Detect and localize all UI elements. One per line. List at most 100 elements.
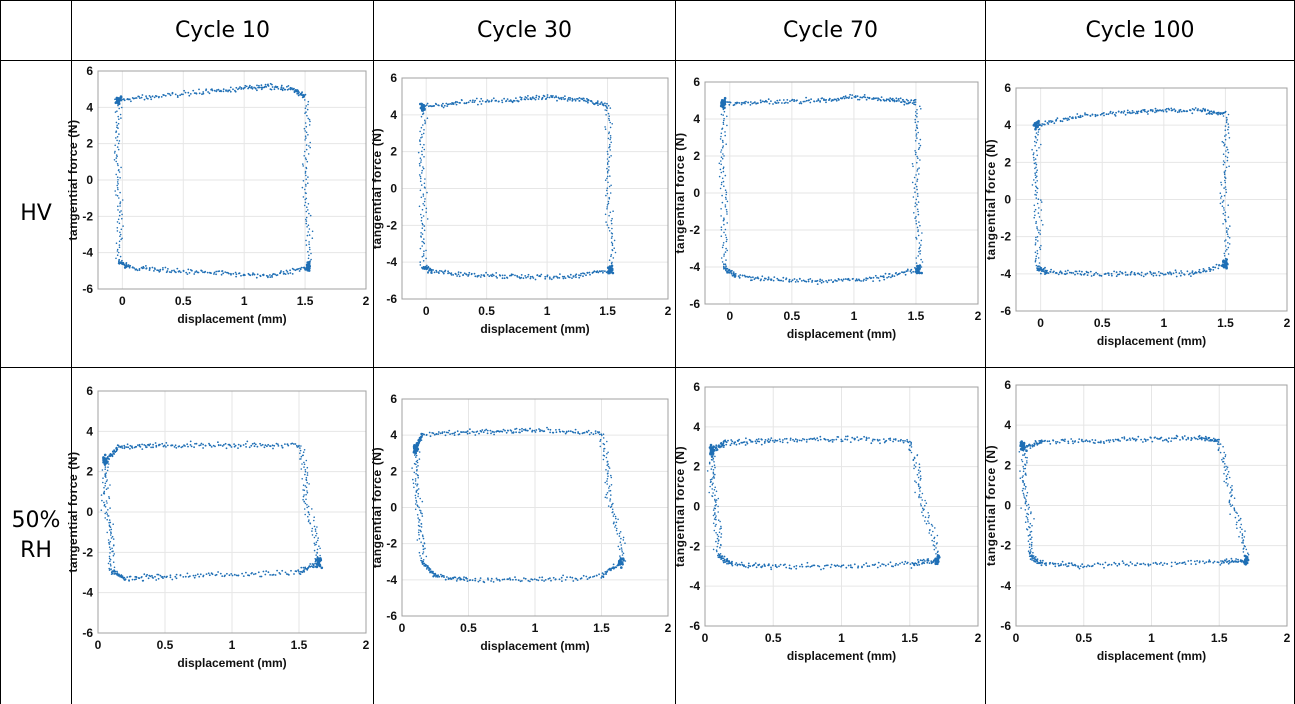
y-tick-label: -6 (689, 297, 700, 311)
data-point (895, 562, 897, 565)
data-point (1226, 248, 1228, 251)
data-point (775, 102, 778, 104)
data-point (1114, 562, 1117, 565)
data-point (1087, 564, 1089, 567)
data-point (558, 578, 561, 581)
data-point (1081, 270, 1083, 273)
data-point (1183, 273, 1186, 276)
data-point (1043, 123, 1046, 126)
data-point (115, 257, 117, 260)
data-point (113, 159, 116, 161)
data-point (297, 445, 300, 448)
data-point (304, 198, 306, 201)
data-point (119, 205, 121, 207)
data-point (598, 433, 601, 436)
data-point (885, 439, 888, 442)
data-point (564, 98, 567, 100)
data-point (121, 217, 123, 220)
data-point (144, 444, 147, 447)
data-point (717, 554, 719, 557)
data-point (610, 264, 614, 268)
data-point (918, 247, 920, 250)
data-point (121, 445, 123, 448)
data-point (604, 104, 607, 107)
data-point (760, 443, 763, 446)
data-point (1163, 273, 1165, 276)
data-point (711, 495, 713, 497)
data-point (914, 191, 916, 193)
data-point (1193, 108, 1195, 111)
data-point (473, 101, 476, 103)
data-point (838, 565, 840, 567)
data-point (1030, 551, 1032, 553)
data-point (779, 279, 781, 282)
data-point (415, 456, 417, 458)
data-point (578, 100, 581, 102)
data-point (308, 246, 311, 249)
data-point (1225, 258, 1228, 261)
data-point (723, 231, 725, 234)
data-point (432, 269, 434, 271)
data-point (422, 166, 424, 168)
data-point (749, 565, 752, 568)
data-point (716, 545, 719, 548)
data-point (1168, 437, 1170, 440)
data-point (606, 478, 609, 480)
data-point (1062, 564, 1065, 566)
data-point (463, 272, 466, 275)
data-point (722, 180, 725, 183)
data-point (110, 453, 112, 456)
data-point (553, 96, 556, 99)
data-point (604, 481, 606, 484)
data-point (110, 565, 112, 567)
data-point (720, 527, 722, 529)
data-point (882, 563, 885, 566)
data-point (119, 113, 122, 116)
data-point (141, 443, 143, 446)
data-point (719, 187, 722, 190)
data-point (795, 565, 798, 567)
data-point (419, 529, 422, 532)
data-point (1224, 155, 1227, 158)
data-point (1094, 439, 1097, 442)
data-point (114, 144, 116, 147)
data-point (606, 102, 608, 105)
data-point (1048, 121, 1050, 123)
table-rule (71, 0, 72, 704)
data-point (770, 100, 772, 102)
data-point (480, 430, 483, 433)
data-point (413, 486, 415, 489)
x-tick-label: 0 (702, 631, 709, 645)
data-point (105, 500, 108, 502)
data-point (897, 440, 900, 442)
data-point (185, 271, 188, 274)
data-point (712, 445, 715, 448)
data-point (606, 162, 609, 164)
data-point (761, 438, 763, 441)
data-point (889, 561, 892, 564)
data-point (866, 277, 869, 280)
data-point (872, 276, 875, 279)
data-point (722, 141, 724, 143)
data-point (305, 459, 308, 462)
data-point (1034, 214, 1036, 217)
data-point (435, 433, 438, 435)
data-point (1193, 560, 1196, 563)
data-point (305, 486, 308, 489)
data-point (1235, 523, 1238, 526)
data-point (187, 91, 190, 94)
y-tick-label: 6 (693, 75, 700, 89)
data-point (1087, 271, 1090, 274)
data-point (928, 562, 931, 564)
data-point (302, 180, 305, 182)
data-point (1122, 562, 1125, 564)
data-point (849, 564, 852, 566)
data-point (1224, 135, 1226, 137)
data-point (108, 541, 110, 544)
data-point (228, 574, 231, 577)
data-point (1222, 445, 1224, 448)
data-point (895, 97, 898, 100)
data-point (319, 554, 321, 557)
data-point (825, 564, 828, 567)
data-point (916, 226, 919, 229)
